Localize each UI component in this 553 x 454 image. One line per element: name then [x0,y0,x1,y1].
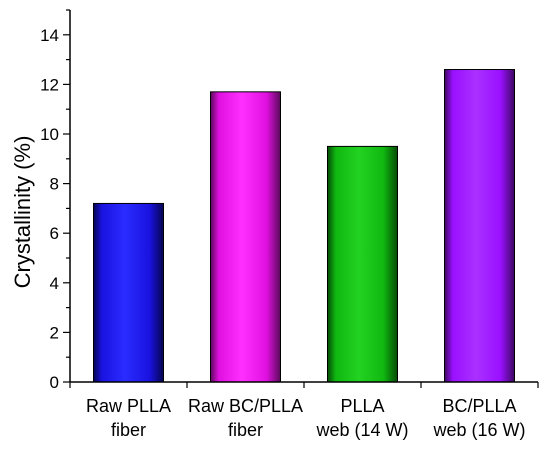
y-axis-title: Crystallinity (%) [10,136,35,289]
y-tick-label: 4 [50,274,59,293]
labels-group: Raw PLLA fiber Raw BC/PLLA fiber PLLA web (14… [40,26,525,440]
category-label-3-line-2: web (14 W) [315,420,408,440]
category-label-3-line-1: PLLA [340,396,384,416]
category-label-4-line-2: web (16 W) [432,420,525,440]
category-label-2-line-2: fiber [228,420,263,440]
category-label-4-line-1: BC/PLLA [442,396,516,416]
bar-3 [327,145,398,383]
y-tick-label: 8 [50,175,59,194]
bar-1 [93,202,164,383]
axes-group [63,9,539,388]
category-label-1-line-1: Raw PLLA [86,396,171,416]
y-tick-label: 0 [50,373,59,392]
bar-2 [210,91,281,383]
y-tick-label: 2 [50,323,59,342]
category-label-2-line-1: Raw BC/PLLA [188,396,303,416]
y-tick-label: 10 [40,125,59,144]
category-label-1-line-2: fiber [111,420,146,440]
bars-group [93,69,515,383]
y-tick-label: 12 [40,75,59,94]
y-tick-label: 6 [50,224,59,243]
bar-4 [444,69,515,383]
y-tick-label: 14 [40,26,59,45]
